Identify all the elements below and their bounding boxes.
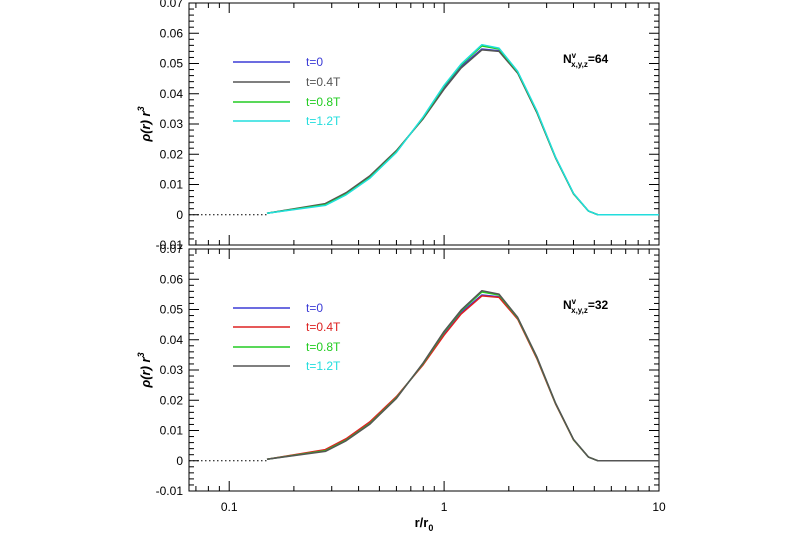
y-tick-label: 0.05 (160, 303, 184, 317)
y-tick-label: 0.06 (160, 272, 184, 286)
panel-top: -0.01 0 0.01 0.02 0.03 0.04 0.05 0.06 0.07 t=0 t=0… (136, 0, 660, 252)
series-line (266, 48, 659, 216)
x-axis-label-main: r/r (415, 515, 429, 530)
annotation-sup: v (572, 297, 577, 306)
plot-frame (188, 248, 660, 492)
y-tick-label: 0.07 (160, 0, 184, 10)
annotation-sub: x,y,z (571, 306, 588, 315)
y-tick-label: 0.02 (160, 393, 184, 407)
y-tick-label: 0.01 (160, 424, 184, 438)
plot-frame (188, 2, 660, 246)
y-axis-label-sup: 3 (136, 106, 146, 111)
series-line (266, 289, 659, 462)
y-axis-label: ρ(r) r3 (136, 352, 153, 388)
y-axis-label: ρ(r) r3 (136, 106, 153, 142)
y-tick-label: 0.04 (160, 87, 184, 101)
y-axis-label-sup: 3 (136, 352, 146, 357)
y-tick-label: 0.04 (160, 333, 184, 347)
y-axis-label-main: ρ(r) r (138, 356, 153, 388)
legend-label: t=0 (306, 55, 323, 69)
y-tick-label: 0.02 (160, 147, 184, 161)
series-line (266, 43, 659, 216)
annotation-value: =64 (588, 52, 609, 66)
y-tick-label: 0.03 (160, 363, 184, 377)
y-tick-label: 0.03 (160, 117, 184, 131)
series-line (266, 45, 659, 216)
x-axis-label-sub: 0 (428, 523, 433, 533)
y-axis-label-main: ρ(r) r (138, 110, 153, 142)
x-axis-label: r/r0 (415, 515, 434, 533)
legend-label: t=1.2T (306, 359, 341, 373)
y-tick-label: -0.01 (156, 238, 184, 252)
y-tick-label: 0.07 (160, 242, 184, 256)
series-line (266, 291, 659, 462)
legend-label: t=0.8T (306, 95, 341, 109)
x-tick-label: 0.1 (221, 500, 238, 514)
x-tick-label: 10 (652, 500, 666, 514)
y-tick-label: 0 (176, 208, 183, 222)
legend-label: t=1.2T (306, 114, 341, 128)
y-tick-label: -0.01 (156, 484, 184, 498)
grid-size-annotation: Nv x,y,z=32 (563, 297, 609, 315)
y-tick-label: 0.06 (160, 26, 184, 40)
annotation-sup: v (572, 51, 577, 60)
annotation-value: =32 (588, 298, 609, 312)
y-tick-label: 0 (176, 454, 183, 468)
annotation-sub: x,y,z (571, 60, 588, 69)
legend-label: t=0 (306, 301, 323, 315)
panel-bottom: -0.01 0 0.01 0.02 0.03 0.04 0.05 0.06 0.07 0.1 1 10… (136, 242, 666, 533)
annotation-base: N (563, 298, 572, 312)
grid-size-annotation: Nv x,y,z=64 (563, 51, 609, 69)
y-tick-label: 0.01 (160, 178, 184, 192)
y-tick-label: 0.05 (160, 57, 184, 71)
legend-label: t=0.8T (306, 340, 341, 354)
annotation-base: N (563, 52, 572, 66)
legend-label: t=0.4T (306, 320, 341, 334)
legend-label: t=0.4T (306, 75, 341, 89)
x-tick-label: 1 (441, 500, 448, 514)
